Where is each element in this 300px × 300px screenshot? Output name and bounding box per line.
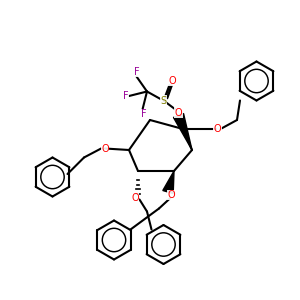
Text: O: O: [214, 124, 221, 134]
Polygon shape: [163, 171, 174, 194]
Text: S: S: [160, 95, 166, 106]
Text: O: O: [101, 143, 109, 154]
Text: O: O: [167, 190, 175, 200]
Polygon shape: [173, 113, 192, 150]
Text: O: O: [131, 193, 139, 203]
Text: F: F: [123, 91, 129, 101]
Text: F: F: [141, 109, 147, 119]
Text: O: O: [175, 107, 182, 118]
Text: O: O: [169, 76, 176, 86]
Text: F: F: [134, 67, 139, 77]
